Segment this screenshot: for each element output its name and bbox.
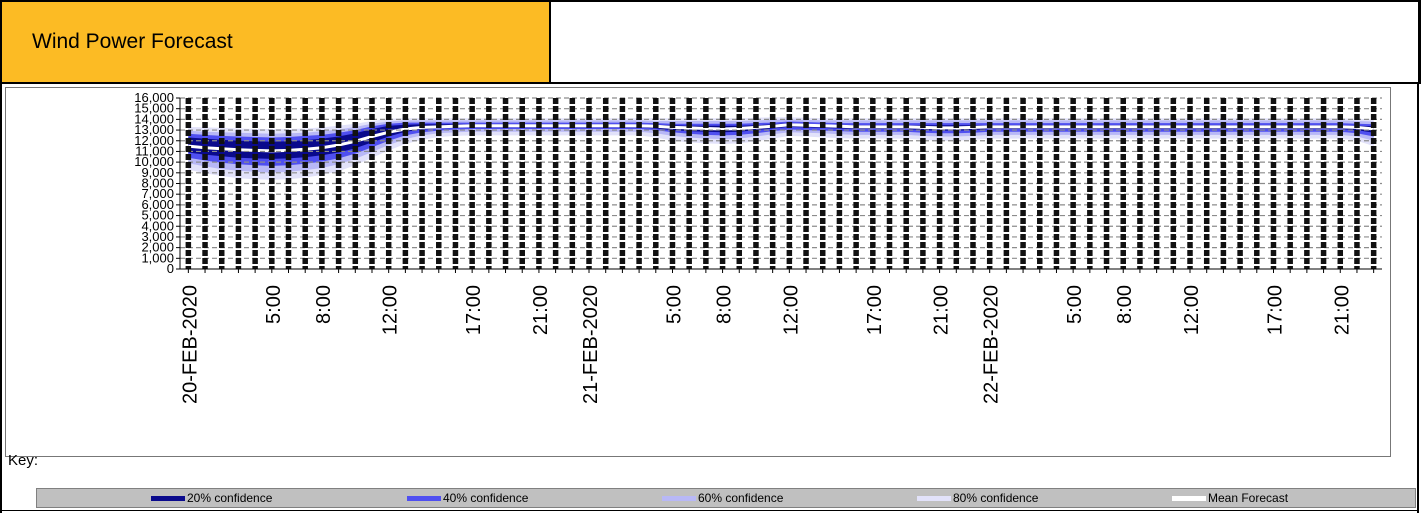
mean-forecast-layer bbox=[188, 123, 1374, 153]
x-tick-label: 20-FEB-2020 bbox=[179, 285, 201, 404]
x-tick-label: 8:00 bbox=[313, 285, 335, 324]
x-tick-label: 21-FEB-2020 bbox=[580, 285, 602, 404]
x-tick-label: 8:00 bbox=[714, 285, 736, 324]
y-tick-label: 12,000 bbox=[134, 133, 174, 148]
legend-swatch-20 bbox=[151, 495, 185, 501]
x-tick-label: 21:00 bbox=[931, 285, 953, 335]
y-tick-label: 6,000 bbox=[141, 197, 174, 212]
y-tick-label: 13,000 bbox=[134, 122, 174, 137]
y-axis: 01,0002,0003,0004,0005,0006,0007,0008,00… bbox=[134, 90, 1382, 276]
legend-item-20: 20% confidence bbox=[151, 489, 272, 507]
y-tick-label: 0 bbox=[167, 261, 174, 276]
legend-label-20: 20% confidence bbox=[187, 491, 273, 505]
y-tick-label: 5,000 bbox=[141, 208, 174, 223]
x-tick-label: 5:00 bbox=[663, 285, 685, 324]
y-tick-label: 15,000 bbox=[134, 101, 174, 116]
page-title: Wind Power Forecast bbox=[32, 30, 233, 53]
legend-swatch-60 bbox=[662, 495, 696, 501]
title-cell: Wind Power Forecast bbox=[0, 0, 551, 84]
wind-forecast-chart: 01,0002,0003,0004,0005,0006,0007,0008,00… bbox=[134, 90, 1382, 404]
legend-item-60: 60% confidence bbox=[662, 489, 783, 507]
y-tick-label: 16,000 bbox=[134, 90, 174, 105]
y-tick-label: 3,000 bbox=[141, 229, 174, 244]
mean-forecast-line bbox=[188, 123, 1374, 153]
legend-label-60: 60% confidence bbox=[698, 491, 784, 505]
y-tick-label: 9,000 bbox=[141, 165, 174, 180]
x-tick-label: 8:00 bbox=[1114, 285, 1136, 324]
y-tick-label: 1,000 bbox=[141, 250, 174, 265]
x-tick-label: 5:00 bbox=[1064, 285, 1086, 324]
legend-item-80: 80% confidence bbox=[917, 489, 1038, 507]
y-tick-label: 4,000 bbox=[141, 218, 174, 233]
x-tick-label: 17:00 bbox=[864, 285, 886, 335]
legend-swatch-mean bbox=[1172, 495, 1206, 501]
key-label: Key: bbox=[8, 452, 39, 469]
x-tick-label: 21:00 bbox=[1331, 285, 1353, 335]
y-tick-label: 8,000 bbox=[141, 176, 174, 191]
x-tick-label: 5:00 bbox=[263, 285, 285, 324]
y-tick-label: 10,000 bbox=[134, 154, 174, 169]
legend-swatch-40 bbox=[407, 495, 441, 501]
y-tick-label: 11,000 bbox=[135, 143, 174, 158]
x-axis: 20-FEB-2020 5:00 8:00 12:00 17:00 21:00 21-FEB… bbox=[179, 285, 1353, 404]
legend-item-40: 40% confidence bbox=[407, 489, 528, 507]
x-tick-label: 12:00 bbox=[380, 285, 402, 335]
horizontal-gridlines bbox=[180, 97, 1382, 259]
hour-pillars bbox=[185, 98, 1377, 273]
chart-container: 0 1,000 2,000 3,000 4,000 5,000 6,000 7,000 8,00… bbox=[5, 87, 1391, 457]
x-tick-label: 12:00 bbox=[780, 285, 802, 335]
legend-label-40: 40% confidence bbox=[443, 491, 529, 505]
title-right-cell bbox=[549, 0, 1421, 84]
legend-label-80: 80% confidence bbox=[953, 491, 1039, 505]
x-tick-label: 21:00 bbox=[530, 285, 552, 335]
x-tick-label: 17:00 bbox=[463, 285, 485, 335]
y-tick-label: 2,000 bbox=[141, 240, 174, 255]
legend-swatch-80 bbox=[917, 495, 951, 501]
x-tick-label: 22-FEB-2020 bbox=[981, 285, 1003, 404]
x-tick-label: 12:00 bbox=[1181, 285, 1203, 335]
legend-label-mean: Mean Forecast bbox=[1208, 491, 1289, 505]
y-tick-label: 14,000 bbox=[134, 111, 174, 126]
y-tick-label: 7,000 bbox=[141, 186, 174, 201]
x-tick-label: 17:00 bbox=[1264, 285, 1286, 335]
legend-item-mean: Mean Forecast bbox=[1172, 489, 1288, 507]
right-border bbox=[1417, 84, 1419, 513]
legend-strip: 20% confidence 40% confidence 60% confid… bbox=[36, 488, 1416, 508]
band-60 bbox=[188, 119, 1374, 173]
left-border bbox=[0, 84, 2, 513]
